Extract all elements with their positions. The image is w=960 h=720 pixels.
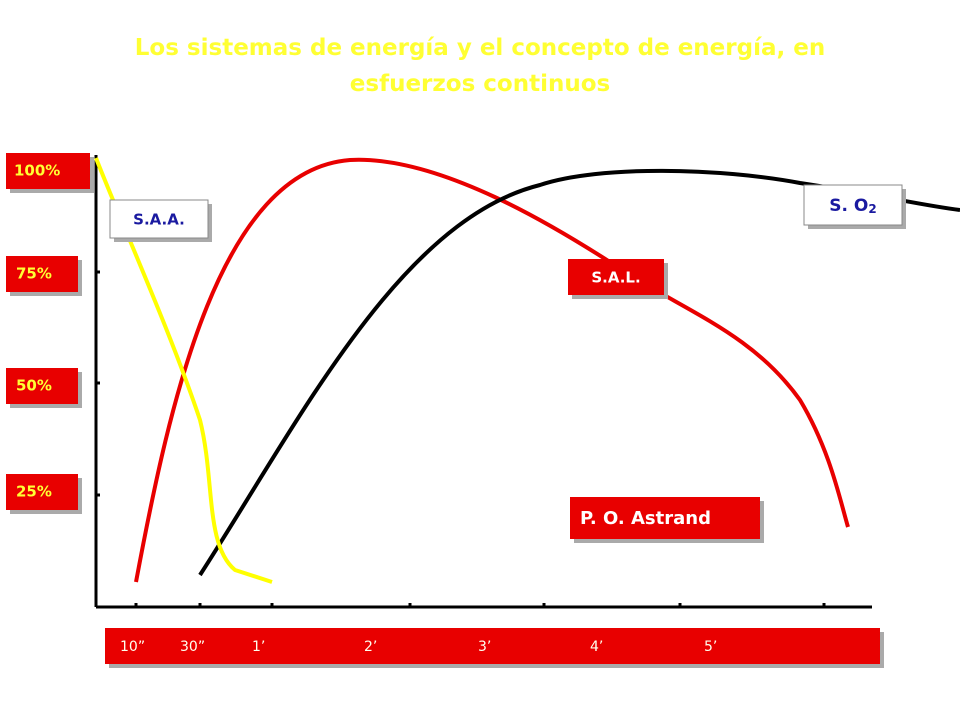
y-label: 50% — [16, 377, 52, 395]
x-label: 5’ — [704, 639, 717, 655]
x-label: 3’ — [478, 639, 491, 655]
red-curve — [134, 157, 850, 583]
curve-label: S.A.A. — [133, 211, 185, 229]
curve-label: S. O2 — [829, 196, 876, 216]
x-label: 30” — [180, 639, 205, 655]
curve-label: S.A.L. — [591, 269, 640, 287]
x-labels: 10” 30” 1’ 2’ 3’ 4’ 5’ — [120, 639, 717, 655]
x-label: 1’ — [252, 639, 265, 655]
credit: P. O. Astrand — [580, 508, 711, 529]
x-label: 4’ — [590, 639, 603, 655]
x-label: 2’ — [364, 639, 377, 655]
y-label: 100% — [14, 162, 60, 180]
y-label: 75% — [16, 265, 52, 283]
axes — [94, 155, 872, 609]
x-label: 10” — [120, 639, 145, 655]
title: Los sistemas de energía y el concepto de… — [134, 35, 826, 97]
y-label-boxes: 100% 75% 50% 25% — [6, 153, 94, 514]
y-label: 25% — [16, 483, 52, 501]
